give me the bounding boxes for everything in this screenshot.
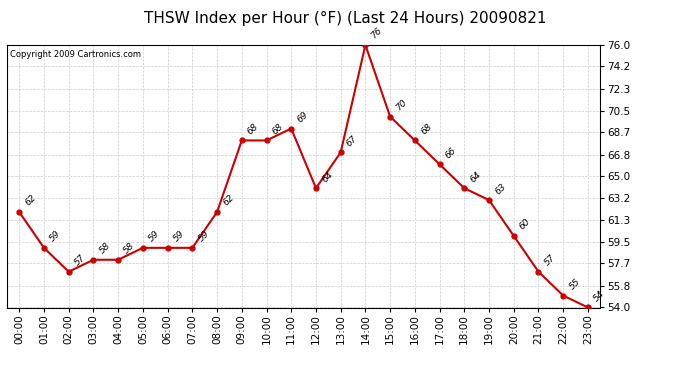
Text: Copyright 2009 Cartronics.com: Copyright 2009 Cartronics.com xyxy=(10,50,141,59)
Text: 62: 62 xyxy=(221,194,236,208)
Text: 59: 59 xyxy=(48,229,63,244)
Text: 57: 57 xyxy=(73,253,88,267)
Text: 76: 76 xyxy=(370,26,384,41)
Text: THSW Index per Hour (°F) (Last 24 Hours) 20090821: THSW Index per Hour (°F) (Last 24 Hours)… xyxy=(144,11,546,26)
Text: 63: 63 xyxy=(493,182,508,196)
Text: 64: 64 xyxy=(320,170,335,184)
Text: 68: 68 xyxy=(270,122,285,136)
Text: 64: 64 xyxy=(469,170,483,184)
Text: 55: 55 xyxy=(567,277,582,291)
Text: 62: 62 xyxy=(23,194,38,208)
Text: 68: 68 xyxy=(246,122,260,136)
Text: 54: 54 xyxy=(592,289,607,303)
Text: 70: 70 xyxy=(394,98,408,112)
Text: 59: 59 xyxy=(147,229,161,244)
Text: 59: 59 xyxy=(172,229,186,244)
Text: 60: 60 xyxy=(518,217,533,232)
Text: 59: 59 xyxy=(197,229,211,244)
Text: 67: 67 xyxy=(345,134,359,148)
Text: 68: 68 xyxy=(419,122,433,136)
Text: 58: 58 xyxy=(97,241,112,256)
Text: 57: 57 xyxy=(542,253,557,267)
Text: 69: 69 xyxy=(295,110,310,125)
Text: 66: 66 xyxy=(444,146,458,160)
Text: 58: 58 xyxy=(122,241,137,256)
